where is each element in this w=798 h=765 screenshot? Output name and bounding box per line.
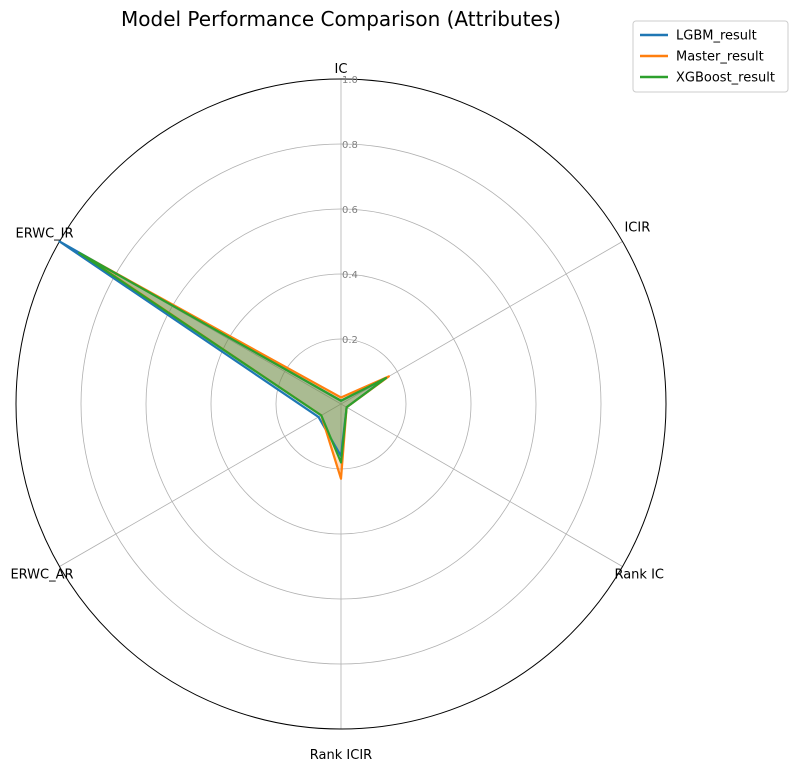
legend-box <box>632 20 789 93</box>
axis-label-rank-ic: Rank IC <box>614 568 664 583</box>
chart-title: Model Performance Comparison (Attributes… <box>121 7 561 31</box>
radial-tick-labels: 0.2 0.4 0.6 0.8 1.0 <box>342 75 358 346</box>
legend-label-master-result: Master_result <box>676 50 764 65</box>
r-tick-label: 1.0 <box>342 75 358 86</box>
grid-spoke <box>340 403 623 567</box>
axis-labels: IC ICIR Rank IC Rank ICIR ERWC_AR ERWC_IR <box>10 62 664 763</box>
series-line-xgboost-result <box>78 251 388 464</box>
axis-label-erwc-ar: ERWC_AR <box>10 568 73 583</box>
legend: LGBM_result Master_result XGBoost_result <box>632 20 789 93</box>
axis-label-erwc-ir: ERWC_IR <box>16 227 74 242</box>
axis-label-icir: ICIR <box>624 221 650 236</box>
polar-frame <box>15 78 667 730</box>
r-tick-label: 0.6 <box>342 205 358 216</box>
axis-label-ic: IC <box>335 62 348 77</box>
r-tick-label: 0.4 <box>342 270 358 281</box>
legend-label-xgboost-result: XGBoost_result <box>676 71 775 86</box>
r-tick-label: 0.2 <box>342 335 358 346</box>
outer-frame <box>15 78 667 730</box>
axis-label-rank-icir: Rank ICIR <box>310 748 372 763</box>
legend-label-lgbm-result: LGBM_result <box>676 29 757 44</box>
r-tick-label: 0.8 <box>342 140 358 151</box>
series <box>58 240 390 480</box>
grid-spoke <box>59 403 342 567</box>
